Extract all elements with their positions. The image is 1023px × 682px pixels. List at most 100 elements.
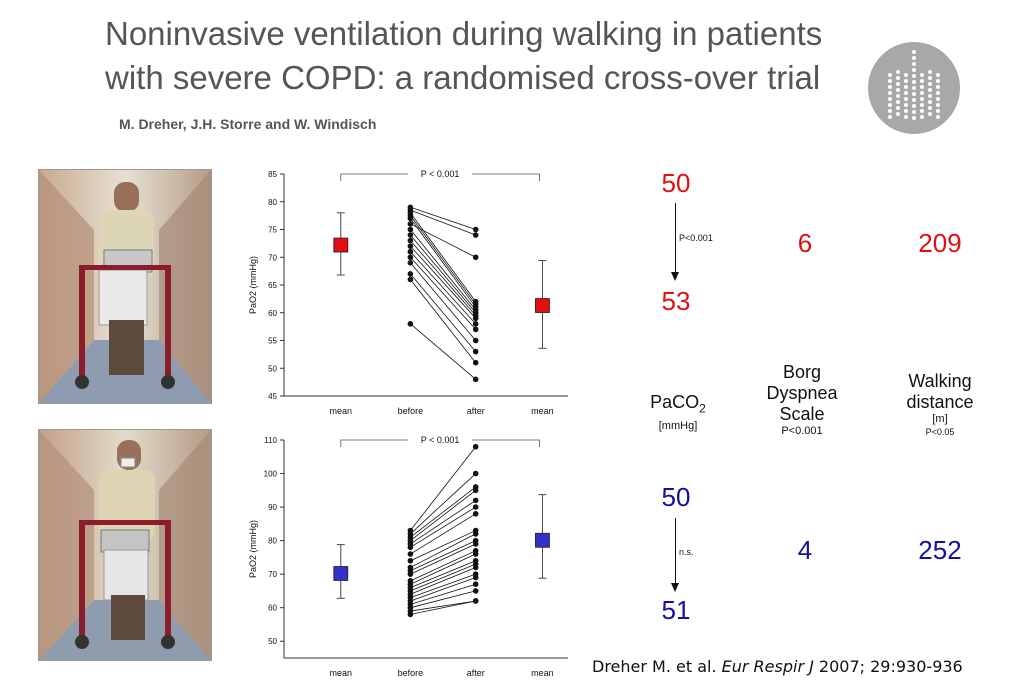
before-point bbox=[407, 221, 414, 227]
logo-dot bbox=[936, 73, 940, 77]
x-tick-label: before bbox=[398, 668, 424, 678]
paired-line bbox=[410, 540, 476, 572]
significance-label-bg bbox=[408, 168, 473, 180]
logo-dot bbox=[920, 115, 924, 119]
paired-line bbox=[410, 215, 477, 305]
logo-dot bbox=[912, 50, 916, 54]
logo-dot bbox=[904, 73, 908, 77]
paired-line bbox=[410, 323, 476, 380]
walk-label-line2: distance bbox=[906, 392, 974, 412]
logo-dot bbox=[928, 82, 932, 86]
y-tick-label: 50 bbox=[268, 364, 277, 373]
pao2-chart-with-niv: 50 60 70 80 90 100 110 PaO2 (mmHg) mean before aft… bbox=[248, 434, 568, 678]
walk-bottom-value: 252 bbox=[918, 535, 962, 565]
ers-logo bbox=[868, 42, 960, 134]
x-tick-label: mean bbox=[531, 668, 554, 678]
walk-label-line1: Walking bbox=[908, 371, 972, 391]
before-point bbox=[407, 237, 414, 244]
logo-dot bbox=[912, 92, 916, 96]
before-point bbox=[407, 226, 414, 233]
paco2-bottom-after: 51 bbox=[661, 595, 691, 625]
y-tick-label: 75 bbox=[268, 226, 277, 235]
after-point bbox=[472, 376, 479, 383]
before-point bbox=[407, 557, 414, 564]
pao2-chart-without-niv: 45 50 55 60 65 70 75 80 85 PaO2 (mmHg) mean before a… bbox=[248, 168, 568, 416]
logo-dot bbox=[928, 112, 932, 116]
after-point bbox=[472, 359, 479, 366]
authors: M. Dreher, J.H. Storre and W. Windisch bbox=[119, 116, 377, 133]
paco2-label-text: PaCO bbox=[650, 392, 700, 412]
paired-line bbox=[410, 240, 477, 316]
walk-label: Walking distance [m] P<0.05 bbox=[880, 371, 1000, 439]
before-point bbox=[407, 254, 414, 261]
logo-dot bbox=[920, 97, 924, 101]
patient-walking-without-niv-photo bbox=[38, 169, 212, 404]
paired-line bbox=[410, 573, 476, 599]
paired-line bbox=[410, 229, 477, 311]
logo-dot bbox=[912, 104, 916, 108]
y-tick-label: 65 bbox=[268, 281, 277, 290]
before-point bbox=[407, 321, 414, 327]
logo-dot bbox=[936, 103, 940, 107]
after-point bbox=[472, 470, 479, 477]
paco2-top-after: 53 bbox=[661, 286, 691, 316]
citation-rest: 2007; 29:930-936 bbox=[813, 657, 963, 676]
logo-dot bbox=[904, 79, 908, 83]
logo-dot bbox=[920, 109, 924, 113]
logo-dot bbox=[920, 103, 924, 107]
logo-dot bbox=[912, 74, 916, 78]
after-point bbox=[472, 443, 479, 450]
paired-line bbox=[410, 218, 477, 308]
after-point bbox=[472, 598, 479, 604]
significance-label-bg bbox=[408, 434, 473, 446]
logo-dot bbox=[896, 82, 900, 86]
logo-dot bbox=[920, 85, 924, 89]
citation-journal: Eur Respir J bbox=[721, 657, 814, 676]
logo-dot bbox=[904, 103, 908, 107]
paco2-top-p-value: P<0.001 bbox=[679, 233, 713, 243]
logo-dot bbox=[912, 110, 916, 114]
mean-marker bbox=[333, 566, 349, 581]
paco2-bottom-arrow-shaft bbox=[675, 518, 676, 584]
paired-line bbox=[410, 590, 476, 609]
x-tick-label: mean bbox=[531, 406, 554, 416]
logo-dot bbox=[928, 100, 932, 104]
logo-dot bbox=[888, 115, 892, 119]
before-point bbox=[407, 260, 414, 266]
y-tick-label: 80 bbox=[268, 198, 277, 207]
logo-dot bbox=[936, 91, 940, 95]
paired-line bbox=[410, 583, 476, 605]
paired-line bbox=[410, 473, 476, 535]
x-tick-label: before bbox=[398, 406, 424, 416]
paco2-top-arrow-shaft bbox=[675, 203, 676, 273]
logo-dot bbox=[896, 88, 900, 92]
paired-line bbox=[410, 446, 477, 531]
y-tick-label: 85 bbox=[268, 170, 277, 179]
borg-p-value: P<0.001 bbox=[781, 425, 823, 437]
after-point bbox=[472, 337, 479, 344]
before-point bbox=[407, 611, 414, 618]
logo-dot bbox=[912, 62, 916, 66]
borg-label-line3: Scale bbox=[779, 404, 825, 424]
paco2-bottom-arrowhead bbox=[671, 583, 679, 592]
paired-line bbox=[410, 262, 477, 341]
mean-marker bbox=[535, 532, 550, 548]
after-point bbox=[472, 504, 479, 510]
logo-dot bbox=[912, 86, 916, 90]
borg-label-line1: Borg bbox=[782, 362, 822, 382]
logo-dot bbox=[896, 100, 900, 104]
x-tick-label: mean bbox=[330, 668, 353, 678]
before-point bbox=[407, 215, 414, 222]
paired-line bbox=[410, 245, 476, 319]
logo-dot bbox=[912, 68, 916, 72]
logo-dot bbox=[936, 85, 940, 89]
y-tick-label: 70 bbox=[268, 253, 277, 262]
title-text: Noninvasive ventilation during walking i… bbox=[105, 15, 823, 96]
paco2-unit: [mmHg] bbox=[658, 419, 698, 432]
logo-dot bbox=[888, 91, 892, 95]
after-point bbox=[472, 510, 479, 517]
logo-dot bbox=[928, 106, 932, 110]
paired-line bbox=[410, 533, 476, 568]
paired-line bbox=[410, 560, 476, 588]
paired-line bbox=[410, 486, 476, 538]
